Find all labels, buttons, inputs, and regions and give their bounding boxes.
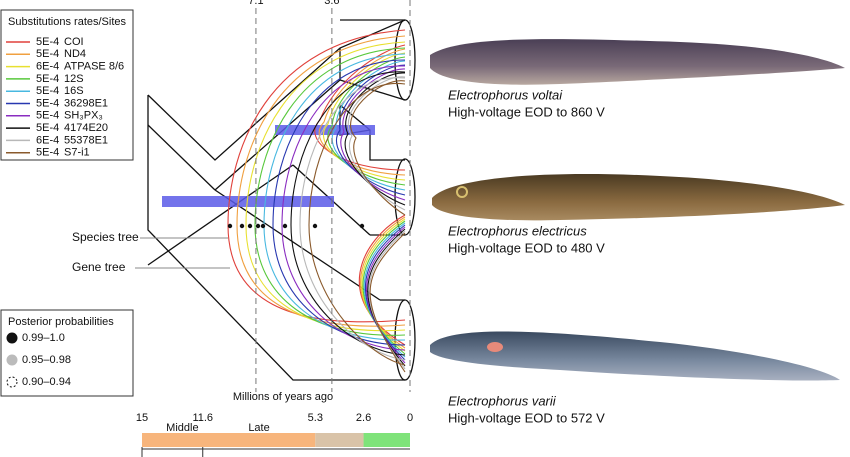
gene-tree-branch xyxy=(254,47,406,336)
legend-rate: 5E-4 xyxy=(36,97,59,109)
legend-site: ND4 xyxy=(64,48,86,60)
timescale-tick-label: 0 xyxy=(407,412,413,424)
posterior-box xyxy=(0,309,134,397)
node-dot xyxy=(247,223,253,229)
posterior-label: 0.95–0.98 xyxy=(22,354,71,366)
gene-tree-branch xyxy=(361,218,406,352)
epoch-label: Middle xyxy=(166,422,198,434)
epoch-segment xyxy=(315,433,364,447)
node-dot xyxy=(260,223,266,229)
gene-tree-branch xyxy=(362,220,406,355)
legend-rate: 6E-4 xyxy=(36,134,59,146)
legend-site: 36298E1 xyxy=(64,97,108,109)
gene-tree-branch xyxy=(331,60,406,191)
gene-tree-branch xyxy=(236,35,406,327)
node-dot xyxy=(239,223,245,229)
eel-image xyxy=(430,331,840,381)
hpd-bar xyxy=(162,196,334,207)
legend-site: 16S xyxy=(64,85,84,97)
posterior-dot xyxy=(6,376,18,388)
gene-tree-branch xyxy=(367,228,406,367)
gene-tree-branch xyxy=(272,59,406,346)
legend-rate: 5E-4 xyxy=(36,85,59,97)
timescale-tick-label: 5.3 xyxy=(308,412,323,424)
species-eod: High-voltage EOD to 860 V xyxy=(448,104,605,119)
posterior-label: 0.99–1.0 xyxy=(22,332,65,344)
species-tree-label: Species tree xyxy=(72,230,139,244)
gene-tree-branch xyxy=(365,224,406,361)
gene-tree-branch xyxy=(360,216,406,349)
eel-image xyxy=(432,174,845,221)
legend-rate: 5E-4 xyxy=(36,36,59,48)
gene-tree-branch xyxy=(369,232,406,373)
hpd-bar xyxy=(275,125,375,135)
posterior-dot xyxy=(6,332,18,344)
legend-site: S7-i1 xyxy=(64,147,90,159)
top-tick-label: 3.6 xyxy=(324,0,339,7)
legend-rate: 5E-4 xyxy=(36,110,59,122)
node-dot xyxy=(255,223,261,229)
top-tick-label: 7.1 xyxy=(248,0,263,7)
legend-site: COI xyxy=(64,36,84,48)
timescale-tick-label: 2.6 xyxy=(356,412,371,424)
legend-rate: 5E-4 xyxy=(36,73,59,85)
gene-tree-branch xyxy=(281,65,406,351)
species-eod: High-voltage EOD to 480 V xyxy=(448,240,605,255)
legend-site: 55378E1 xyxy=(64,134,108,146)
legend-site: ATPASE 8/6 xyxy=(64,61,124,73)
gene-tree-branch xyxy=(358,214,406,346)
node-dot xyxy=(282,223,288,229)
legend-rate: 5E-4 xyxy=(36,48,59,60)
timescale-tick-label: 11.6 xyxy=(192,412,213,424)
eel-image xyxy=(430,39,845,85)
species-name: Electrophorus electricus xyxy=(448,223,587,238)
gene-tree-branch xyxy=(366,226,406,364)
legend-rate: 5E-4 xyxy=(36,147,59,159)
gene-tree-branch xyxy=(350,80,406,216)
legend-site: SH₃PX₃ xyxy=(64,110,103,122)
legend-box xyxy=(0,9,134,161)
species-name: Electrophorus voltai xyxy=(448,87,563,102)
legend-title: Substitutions rates/Sites xyxy=(8,16,127,28)
legend-site: 12S xyxy=(64,73,84,85)
node-dot xyxy=(359,223,365,229)
epoch-label: Late xyxy=(248,422,269,434)
posterior-dot xyxy=(6,354,18,366)
gene-tree-branch xyxy=(290,71,406,356)
gene-tree-branch xyxy=(299,77,406,361)
eel-gill xyxy=(487,342,503,352)
gene-tree-branch xyxy=(340,68,406,201)
eel-eye xyxy=(456,186,468,198)
gene-tree-branch xyxy=(363,222,406,358)
species-name: Electrophorus varii xyxy=(448,393,557,408)
node-dot xyxy=(312,223,318,229)
epoch-segment xyxy=(142,433,316,447)
epoch-segment xyxy=(363,433,410,447)
node-dot xyxy=(227,223,233,229)
timescale-tick-label: 15 xyxy=(136,412,148,424)
legend-site: 4174E20 xyxy=(64,122,108,134)
gene-tree-branch xyxy=(308,82,406,366)
gene-tree-label: Gene tree xyxy=(72,260,126,274)
axis-label: Millions of years ago xyxy=(233,391,333,403)
legend-rate: 5E-4 xyxy=(36,122,59,134)
gene-tree-branch xyxy=(318,48,406,176)
posterior-label: 0.90–0.94 xyxy=(22,376,71,388)
posterior-title: Posterior probabilities xyxy=(8,316,114,328)
species-eod: High-voltage EOD to 572 V xyxy=(448,410,605,425)
legend-rate: 6E-4 xyxy=(36,61,59,73)
